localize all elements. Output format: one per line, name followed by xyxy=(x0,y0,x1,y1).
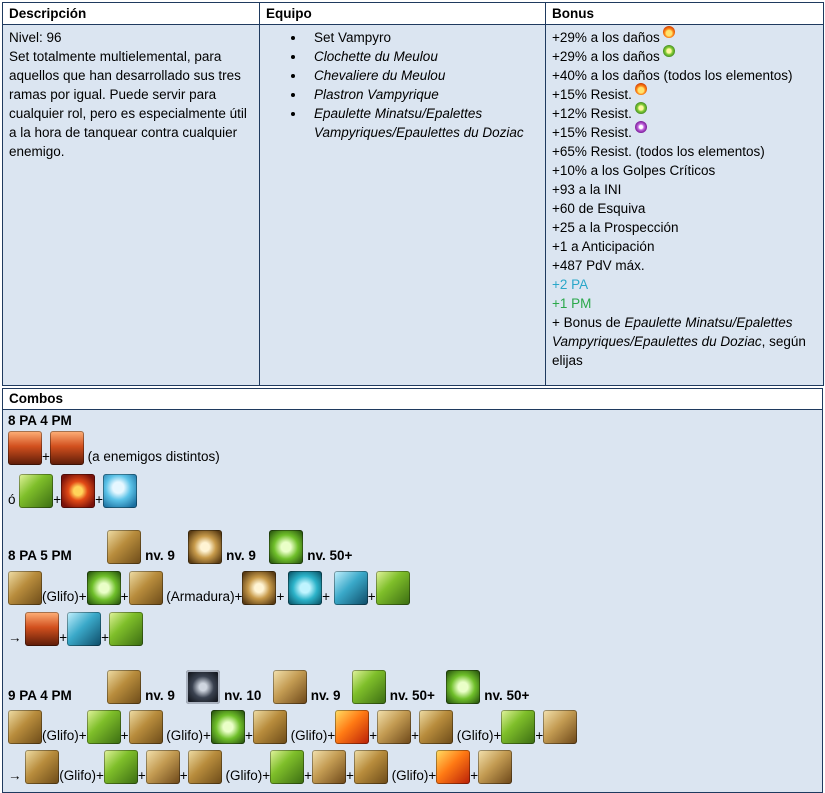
combo-label: 8 PA 5 PM xyxy=(8,548,72,563)
cube-spell-icon xyxy=(19,474,54,508)
fire-icon xyxy=(662,26,675,38)
volcano-spell-icon xyxy=(25,612,60,646)
combo-label: 9 PA 4 PM xyxy=(8,688,72,703)
equipo-item: Set Vampyro xyxy=(306,28,539,47)
bonus-line: +25 a la Prospección xyxy=(552,220,679,235)
bonus-line: +60 de Esquiva xyxy=(552,201,646,216)
equipo-item: Plastron Vampyrique xyxy=(306,85,539,104)
combo1-line2: ó + + xyxy=(8,474,138,508)
glyph-spell-icon xyxy=(8,710,42,744)
equipo-item: Clochette du Meulou xyxy=(306,47,539,66)
combo-note: (a enemigos distintos) xyxy=(87,449,220,464)
water-drop-spell-icon xyxy=(103,474,138,508)
equipo-item: Epaulette Minatsu/Epalettes Vampyriques/… xyxy=(306,104,539,142)
scroll-spell-icon xyxy=(478,750,513,784)
bonus-line: +29% a los daños xyxy=(552,45,817,66)
scroll-spell-icon xyxy=(377,710,412,744)
glyph-spell-icon xyxy=(187,750,222,784)
air-icon xyxy=(662,45,675,57)
glyph-spell-icon xyxy=(128,571,163,605)
cube-spell-icon xyxy=(270,750,305,784)
combo2-line2: → + + xyxy=(8,612,144,646)
shield-spell-icon xyxy=(446,670,481,704)
armor-spell-icon xyxy=(188,530,223,564)
combo1-label-line: 8 PA 4 PM xyxy=(8,412,72,429)
combo3-line2: → (Glifo)+ + + (Glifo)+ + + (Glifo)+ + xyxy=(8,750,513,784)
bonus-line: +29% a los daños xyxy=(552,26,817,47)
dark-spell-icon xyxy=(186,670,221,704)
bonus-extra: + Bonus de Epaulette Minatsu/Epalettes V… xyxy=(552,315,806,368)
equipo-cell: Set Vampyro Clochette du Meulou Chevalie… xyxy=(259,24,546,386)
fire-icon xyxy=(634,83,647,95)
header-equipo: Equipo xyxy=(259,2,546,25)
header-bonus: Bonus xyxy=(545,2,824,25)
neutral-icon xyxy=(634,121,647,133)
combo-label: 8 PA 4 PM xyxy=(8,413,72,428)
water-spell-icon xyxy=(288,571,323,605)
scroll-spell-icon xyxy=(145,750,180,784)
fire-spiral-spell-icon xyxy=(61,474,96,508)
glyph-spell-icon xyxy=(8,571,42,605)
bonus-line: +93 a la INI xyxy=(552,182,622,197)
bonus-line: +1 a Anticipación xyxy=(552,239,655,254)
bonus-line: +15% Resist. xyxy=(552,83,817,104)
combo3-line1: (Glifo)+ + (Glifo)+ + (Glifo)+ + + (Glifo)+ + xyxy=(8,710,578,744)
glyph-spell-icon xyxy=(107,670,142,704)
shield-spell-icon xyxy=(86,571,121,605)
scroll-spell-icon xyxy=(543,710,578,744)
nivel-text: Nivel: 96 xyxy=(9,30,62,45)
volcano-spell-icon xyxy=(49,431,84,465)
glyph-spell-icon xyxy=(353,750,388,784)
build-table: Descripción Equipo Bonus Nivel: 96 Set t… xyxy=(2,2,824,386)
bonus-line: +12% Resist. xyxy=(552,102,817,123)
scroll-spell-icon xyxy=(311,750,346,784)
bonus-line: +15% Resist. xyxy=(552,121,817,142)
combo2-label-line: 8 PA 5 PM nv. 9 nv. 9 nv. 50+ xyxy=(8,530,352,564)
equipo-item: Chevaliere du Meulou xyxy=(306,66,539,85)
combo2-line1: (Glifo)+ + (Armadura)+ + + + xyxy=(8,571,410,605)
flame-spell-icon xyxy=(335,710,370,744)
glyph-spell-icon xyxy=(25,750,60,784)
combo3-label-line: 9 PA 4 PM nv. 9 nv. 10 nv. 9 nv. 50+ nv.… xyxy=(8,670,529,704)
descripcion-cell: Nivel: 96 Set totalmente multielemental,… xyxy=(2,24,260,386)
cube-spell-icon xyxy=(103,750,138,784)
bonus-line: +65% Resist. (todos los elementos) xyxy=(552,144,765,159)
cube-spell-icon xyxy=(109,612,144,646)
flame-spell-icon xyxy=(436,750,471,784)
armor-spell-icon xyxy=(242,571,277,605)
cube-spell-icon xyxy=(501,710,536,744)
bonus-line: +487 PdV máx. xyxy=(552,258,645,273)
volcano-spell-icon xyxy=(8,431,42,465)
glyph-spell-icon xyxy=(252,710,287,744)
bonus-pm: +1 PM xyxy=(552,296,592,311)
wave-spell-icon xyxy=(333,571,368,605)
descripcion-text: Set totalmente multielemental, para aque… xyxy=(9,49,247,159)
combos-header: Combos xyxy=(2,388,823,410)
glyph-spell-icon xyxy=(419,710,454,744)
cube-spell-icon xyxy=(86,710,121,744)
bonus-line: +10% a los Golpes Críticos xyxy=(552,163,716,178)
wave-spell-icon xyxy=(67,612,102,646)
shield-spell-icon xyxy=(269,530,304,564)
glyph-spell-icon xyxy=(107,530,142,564)
equipo-list: Set Vampyro Clochette du Meulou Chevalie… xyxy=(266,28,539,142)
header-descripcion: Descripción xyxy=(2,2,260,25)
bonus-line: +40% a los daños (todos los elementos) xyxy=(552,68,793,83)
glyph-spell-icon xyxy=(128,710,163,744)
scroll-spell-icon xyxy=(272,670,307,704)
combo1-line1: + (a enemigos distintos) xyxy=(8,431,220,465)
cube-spell-icon xyxy=(375,571,410,605)
shield-spell-icon xyxy=(210,710,245,744)
bonus-cell: +29% a los daños +29% a los daños +40% a… xyxy=(545,24,824,386)
air-icon xyxy=(634,102,647,114)
cube-spell-icon xyxy=(352,670,387,704)
bonus-pa: +2 PA xyxy=(552,277,589,292)
